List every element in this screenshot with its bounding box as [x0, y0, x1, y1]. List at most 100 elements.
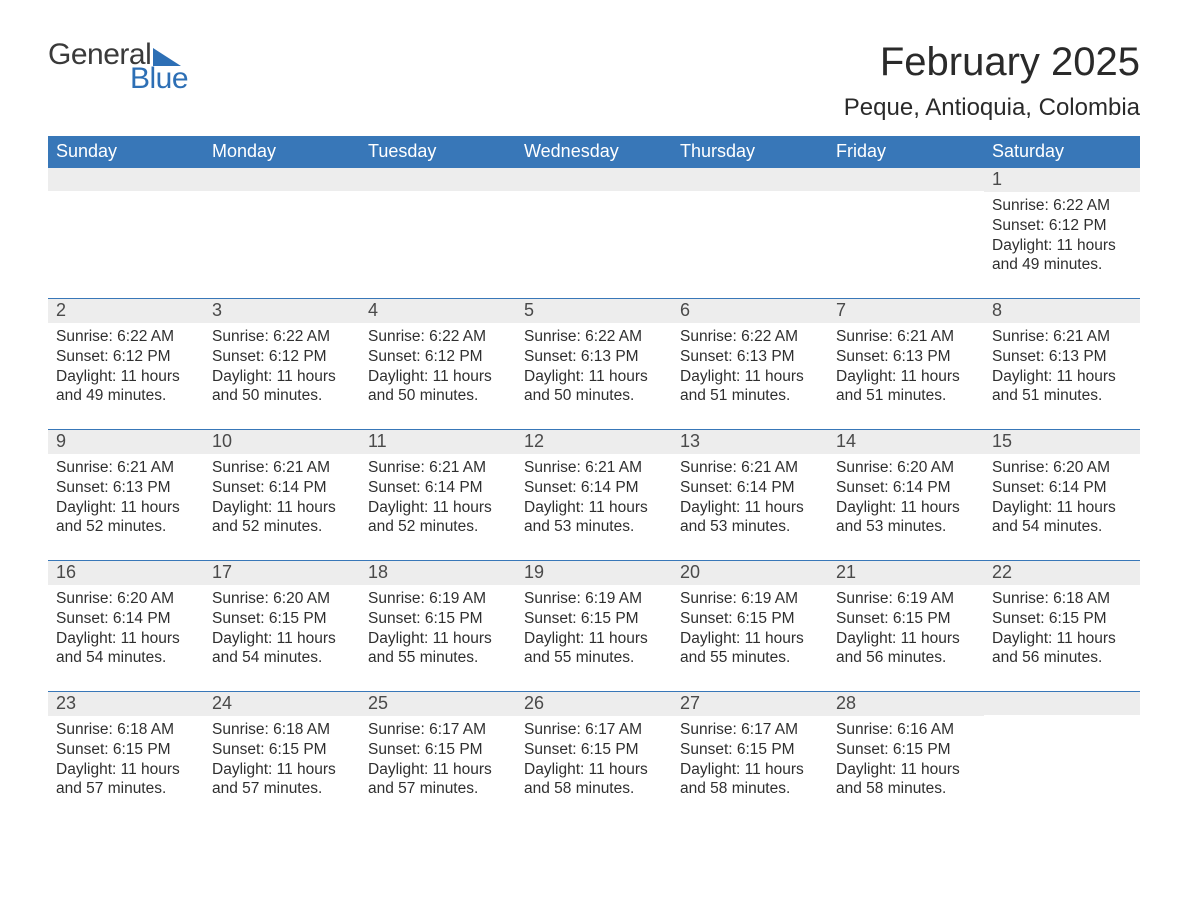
sunrise-line: Sunrise: 6:22 AM [56, 327, 196, 347]
sunrise-line: Sunrise: 6:21 AM [680, 458, 820, 478]
sunrise-line: Sunrise: 6:22 AM [992, 196, 1132, 216]
logo-word2: Blue [130, 64, 188, 94]
sunset-line: Sunset: 6:15 PM [368, 609, 508, 629]
day-number: 22 [992, 562, 1012, 582]
week-row: 9Sunrise: 6:21 AMSunset: 6:13 PMDaylight… [48, 429, 1140, 560]
day-content: Sunrise: 6:20 AMSunset: 6:14 PMDaylight:… [52, 589, 200, 668]
day-content: Sunrise: 6:21 AMSunset: 6:14 PMDaylight:… [364, 458, 512, 537]
sunrise-line: Sunrise: 6:16 AM [836, 720, 976, 740]
sunset-line: Sunset: 6:15 PM [56, 740, 196, 760]
daylight-line: Daylight: 11 hours and 52 minutes. [368, 498, 508, 538]
sunset-line: Sunset: 6:13 PM [524, 347, 664, 367]
sunrise-line: Sunrise: 6:17 AM [524, 720, 664, 740]
sunset-line: Sunset: 6:14 PM [836, 478, 976, 498]
day-cell-empty [360, 168, 516, 298]
day-number: 5 [524, 300, 534, 320]
day-content: Sunrise: 6:19 AMSunset: 6:15 PMDaylight:… [520, 589, 668, 668]
sunrise-line: Sunrise: 6:21 AM [212, 458, 352, 478]
day-content: Sunrise: 6:17 AMSunset: 6:15 PMDaylight:… [520, 720, 668, 799]
sunset-line: Sunset: 6:15 PM [212, 609, 352, 629]
sunrise-line: Sunrise: 6:21 AM [368, 458, 508, 478]
day-cell: 8 Sunrise: 6:21 AMSunset: 6:13 PMDaylight… [984, 299, 1140, 429]
day-content: Sunrise: 6:21 AMSunset: 6:14 PMDaylight:… [208, 458, 356, 537]
sunrise-line: Sunrise: 6:22 AM [524, 327, 664, 347]
sunset-line: Sunset: 6:13 PM [680, 347, 820, 367]
sunrise-line: Sunrise: 6:18 AM [992, 589, 1132, 609]
daylight-line: Daylight: 11 hours and 54 minutes. [56, 629, 196, 669]
daynum-bar: 6 [672, 299, 828, 323]
day-cell: 2Sunrise: 6:22 AMSunset: 6:12 PMDaylight… [48, 299, 204, 429]
sunrise-line: Sunrise: 6:20 AM [992, 458, 1132, 478]
daynum-bar: 14 [828, 430, 984, 454]
day-number: 21 [836, 562, 856, 582]
day-cell: 25Sunrise: 6:17 AMSunset: 6:15 PMDayligh… [360, 692, 516, 822]
day-content: Sunrise: 6:22 AMSunset: 6:13 PMDaylight:… [676, 327, 824, 406]
sunset-line: Sunset: 6:15 PM [212, 740, 352, 760]
day-number: 13 [680, 431, 700, 451]
day-content: Sunrise: 6:18 AMSunset: 6:15 PMDaylight:… [208, 720, 356, 799]
day-number: 26 [524, 693, 544, 713]
daynum-bar: 22 [984, 561, 1140, 585]
day-number: 3 [212, 300, 222, 320]
day-number: 4 [368, 300, 378, 320]
sunset-line: Sunset: 6:14 PM [212, 478, 352, 498]
sunrise-line: Sunrise: 6:22 AM [212, 327, 352, 347]
page-header: General Blue February 2025 Peque, Antioq… [48, 40, 1140, 122]
day-content: Sunrise: 6:21 AMSunset: 6:14 PMDaylight:… [676, 458, 824, 537]
sunrise-line: Sunrise: 6:22 AM [368, 327, 508, 347]
day-cell: 13 Sunrise: 6:21 AMSunset: 6:14 PMDayligh… [672, 430, 828, 560]
day-number: 8 [992, 300, 1002, 320]
weekday-header-cell: Friday [828, 136, 984, 168]
daynum-bar: 28 [828, 692, 984, 716]
daynum-bar: 16 [48, 561, 204, 585]
weekday-header-cell: Saturday [984, 136, 1140, 168]
sunset-line: Sunset: 6:13 PM [992, 347, 1132, 367]
weekday-header-row: SundayMondayTuesdayWednesdayThursdayFrid… [48, 136, 1140, 168]
day-cell: 23Sunrise: 6:18 AMSunset: 6:15 PMDayligh… [48, 692, 204, 822]
daynum-bar [672, 168, 828, 191]
day-content: Sunrise: 6:16 AMSunset: 6:15 PMDaylight:… [832, 720, 980, 799]
daylight-line: Daylight: 11 hours and 58 minutes. [680, 760, 820, 800]
day-cell-empty [204, 168, 360, 298]
day-content: Sunrise: 6:22 AMSunset: 6:12 PMDaylight:… [988, 196, 1136, 275]
sunset-line: Sunset: 6:15 PM [992, 609, 1132, 629]
week-row: 1Sunrise: 6:22 AMSunset: 6:12 PMDaylight… [48, 168, 1140, 298]
sunrise-line: Sunrise: 6:17 AM [368, 720, 508, 740]
daynum-bar: 21 [828, 561, 984, 585]
daynum-bar: 13 [672, 430, 828, 454]
day-cell-empty [672, 168, 828, 298]
day-content: Sunrise: 6:18 AMSunset: 6:15 PMDaylight:… [988, 589, 1136, 668]
day-cell: 28 Sunrise: 6:16 AMSunset: 6:15 PMDayligh… [828, 692, 984, 822]
day-content: Sunrise: 6:21 AMSunset: 6:13 PMDaylight:… [832, 327, 980, 406]
daylight-line: Daylight: 11 hours and 57 minutes. [368, 760, 508, 800]
sunset-line: Sunset: 6:15 PM [836, 740, 976, 760]
daynum-bar: 7 [828, 299, 984, 323]
day-number: 6 [680, 300, 690, 320]
daylight-line: Daylight: 11 hours and 50 minutes. [212, 367, 352, 407]
day-number: 24 [212, 693, 232, 713]
daylight-line: Daylight: 11 hours and 53 minutes. [524, 498, 664, 538]
daylight-line: Daylight: 11 hours and 55 minutes. [524, 629, 664, 669]
day-content: Sunrise: 6:22 AMSunset: 6:12 PMDaylight:… [208, 327, 356, 406]
day-content: Sunrise: 6:19 AMSunset: 6:15 PMDaylight:… [832, 589, 980, 668]
daynum-bar [516, 168, 672, 191]
day-cell: 14Sunrise: 6:20 AMSunset: 6:14 PMDayligh… [828, 430, 984, 560]
daylight-line: Daylight: 11 hours and 55 minutes. [368, 629, 508, 669]
week-row: 16 Sunrise: 6:20 AMSunset: 6:14 PMDayligh… [48, 560, 1140, 691]
day-number: 15 [992, 431, 1012, 451]
sunset-line: Sunset: 6:15 PM [368, 740, 508, 760]
day-content: Sunrise: 6:19 AMSunset: 6:15 PMDaylight:… [364, 589, 512, 668]
weeks-container: 1Sunrise: 6:22 AMSunset: 6:12 PMDaylight… [48, 168, 1140, 822]
sunset-line: Sunset: 6:14 PM [368, 478, 508, 498]
daylight-line: Daylight: 11 hours and 51 minutes. [680, 367, 820, 407]
daylight-line: Daylight: 11 hours and 57 minutes. [56, 760, 196, 800]
sunset-line: Sunset: 6:15 PM [836, 609, 976, 629]
weekday-header-cell: Sunday [48, 136, 204, 168]
sunrise-line: Sunrise: 6:18 AM [56, 720, 196, 740]
weekday-header-cell: Wednesday [516, 136, 672, 168]
day-content: Sunrise: 6:21 AMSunset: 6:13 PMDaylight:… [988, 327, 1136, 406]
day-content: Sunrise: 6:17 AMSunset: 6:15 PMDaylight:… [364, 720, 512, 799]
sunrise-line: Sunrise: 6:21 AM [992, 327, 1132, 347]
day-number: 20 [680, 562, 700, 582]
day-cell: 3 Sunrise: 6:22 AMSunset: 6:12 PMDaylight… [204, 299, 360, 429]
